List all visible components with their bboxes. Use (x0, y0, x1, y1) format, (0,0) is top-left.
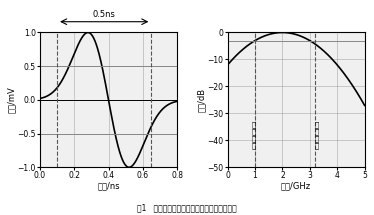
Text: 图1   典型高斯单周脉冲的时域波形和频域特性: 图1 典型高斯单周脉冲的时域波形和频域特性 (137, 204, 237, 213)
Y-axis label: 幅度/mV: 幅度/mV (7, 86, 16, 113)
Text: 0.5ns: 0.5ns (93, 10, 116, 19)
X-axis label: 频率/GHz: 频率/GHz (281, 182, 311, 191)
Text: 半
功
率
点: 半 功 率 点 (251, 121, 256, 149)
Y-axis label: 功率/dB: 功率/dB (197, 88, 206, 112)
X-axis label: 时间/ns: 时间/ns (97, 182, 120, 191)
Text: 半
功
率
点: 半 功 率 点 (315, 121, 319, 149)
